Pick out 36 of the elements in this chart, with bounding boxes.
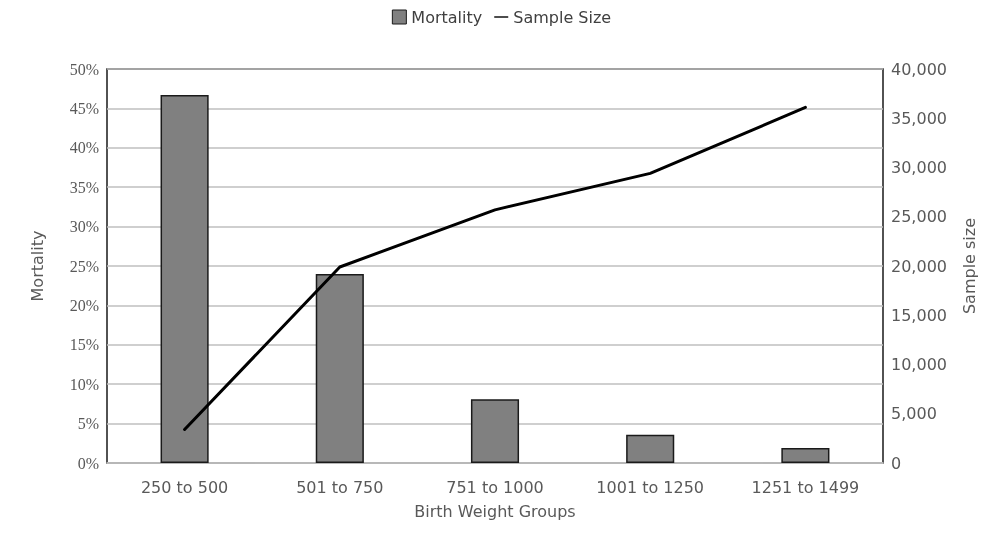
bar: [781, 448, 830, 463]
y2-tick-label: 25,000: [891, 207, 947, 227]
y-tick-label: 40%: [69, 139, 99, 157]
y2-tick-label: 20,000: [891, 256, 947, 276]
x-tick-label: 751 to 1000: [446, 477, 544, 497]
y2-tick-label: 35,000: [891, 108, 947, 128]
y2-axis-title: Sample size: [959, 217, 979, 315]
y-tick-label: 10%: [69, 375, 99, 393]
y-tick-label: 30%: [69, 218, 99, 236]
y2-tick-label: 0: [891, 453, 902, 473]
y2-tick-label: 40,000: [891, 59, 947, 79]
x-axis-title: Birth Weight Groups: [414, 501, 576, 521]
y2-tick-label: 30,000: [891, 158, 947, 177]
bar: [160, 95, 209, 463]
y-tick-label: 0%: [77, 454, 99, 472]
line-series: [183, 105, 807, 432]
bar: [470, 399, 520, 463]
x-tick-label: 1001 to 1250: [596, 477, 705, 497]
y2-tick-label: 15,000: [891, 305, 947, 325]
legend-label: Mortality: [411, 7, 483, 27]
x-tick-label: 1251 to 1499: [751, 477, 860, 497]
y-tick-label: 15%: [69, 336, 99, 354]
y2-tick-label: 5,000: [891, 404, 937, 424]
y2-tick-label: 10,000: [891, 355, 947, 374]
y-tick-label: 35%: [69, 178, 99, 196]
y-tick-label: 50%: [69, 60, 99, 78]
legend-label: Sample Size: [513, 7, 612, 27]
x-tick-label: 501 to 750: [296, 477, 384, 497]
y-tick-label: 5%: [77, 415, 99, 433]
y-axis-title: Mortality: [27, 230, 47, 302]
x-tick-label: 250 to 500: [140, 477, 229, 497]
y-tick-label: 25%: [69, 257, 99, 275]
y-tick-label: 20%: [69, 296, 99, 314]
bar: [626, 434, 675, 463]
bar: [315, 273, 364, 463]
y-tick-label: 45%: [69, 99, 99, 117]
